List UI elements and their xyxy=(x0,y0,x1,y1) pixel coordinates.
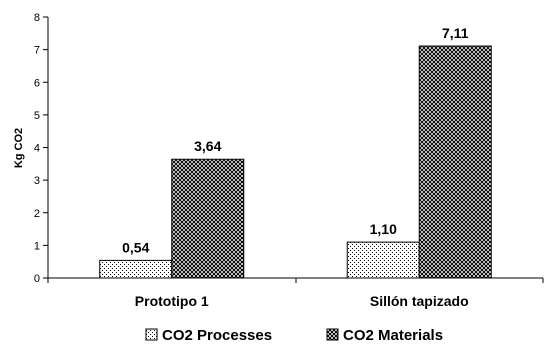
y-tick-label: 8 xyxy=(34,12,40,24)
legend-item-materials: CO2 Materials xyxy=(326,327,443,344)
y-tick-label: 2 xyxy=(34,208,40,220)
y-tick-label: 0 xyxy=(34,273,40,285)
x-axis-labels: Prototipo 1 Sillón tapizado xyxy=(135,293,469,309)
legend-item-processes: CO2 Processes xyxy=(145,327,272,344)
data-labels: 0,54 3,64 1,10 7,11 xyxy=(122,25,469,255)
y-tick-label: 5 xyxy=(34,110,40,122)
bars xyxy=(99,45,492,279)
y-tick-label: 6 xyxy=(34,77,40,89)
y-tick-label: 4 xyxy=(34,143,40,155)
legend-swatch-processes xyxy=(145,328,158,341)
category-label: Prototipo 1 xyxy=(135,293,209,309)
legend-swatch-materials xyxy=(326,328,339,341)
y-tick-label: 3 xyxy=(34,175,40,187)
bar-materials xyxy=(418,45,492,279)
data-label: 7,11 xyxy=(442,25,469,41)
data-label: 3,64 xyxy=(194,138,221,154)
bar-materials xyxy=(171,158,245,279)
category-label: Sillón tapizado xyxy=(370,293,469,309)
legend-label-processes: CO2 Processes xyxy=(162,327,272,344)
data-label: 0,54 xyxy=(122,239,149,255)
y-axis-ticks: 0 1 2 3 4 5 6 7 8 xyxy=(34,12,48,285)
bar-processes xyxy=(346,241,420,279)
y-tick-label: 7 xyxy=(34,45,40,57)
data-label: 1,10 xyxy=(370,221,397,237)
legend: CO2 Processes CO2 Materials xyxy=(145,327,443,344)
y-axis-title: Kg CO2 xyxy=(13,128,25,168)
y-tick-label: 1 xyxy=(34,240,40,252)
bar-processes xyxy=(99,259,173,279)
legend-label-materials: CO2 Materials xyxy=(343,327,443,344)
